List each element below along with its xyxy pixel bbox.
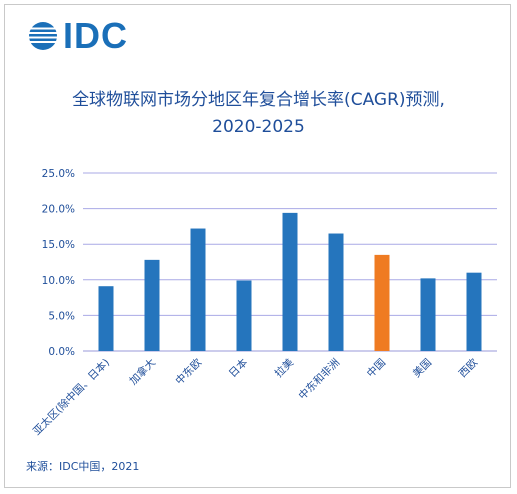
bar	[466, 272, 482, 351]
idc-logo: IDC	[28, 18, 128, 54]
globe-icon	[28, 22, 58, 50]
chart-subtitle: 2020-2025	[212, 117, 305, 137]
y-tick-label: 25.0%	[42, 168, 75, 180]
bar	[236, 280, 252, 351]
x-category-label: 中国	[364, 356, 388, 380]
chart-frame	[4, 4, 511, 488]
y-tick-label: 5.0%	[48, 310, 75, 322]
bar	[282, 212, 298, 351]
x-axis-category-labels: 亚太区(除中国、日本) 加拿大 中东欧 日本 拉美 中东和非洲 中国 美国 西欧	[30, 356, 480, 438]
x-category-label: 亚太区(除中国、日本)	[30, 356, 112, 438]
x-category-label: 中东和非洲	[296, 356, 342, 402]
y-tick-label: 20.0%	[42, 204, 75, 216]
x-category-label: 日本	[226, 356, 250, 380]
bar	[374, 254, 390, 351]
x-category-label: 拉美	[272, 356, 296, 380]
bar	[328, 233, 344, 351]
chart-title: 全球物联网市场分地区年复合增长率(CAGR)预测,	[72, 90, 445, 110]
y-tick-label: 15.0%	[42, 239, 75, 251]
y-tick-label: 10.0%	[42, 275, 75, 287]
y-axis-tick-labels: 0.0% 5.0% 10.0% 15.0% 20.0% 25.0%	[42, 168, 75, 358]
bar	[144, 259, 160, 351]
x-category-label: 加拿大	[127, 356, 159, 388]
x-category-label: 西欧	[457, 356, 481, 380]
bar	[420, 278, 436, 351]
bar	[98, 286, 114, 351]
y-tick-label: 0.0%	[48, 346, 75, 358]
x-category-label: 中东欧	[173, 356, 205, 388]
source-note: 来源：IDC中国，2021	[26, 460, 140, 473]
logo-text: IDC	[63, 15, 128, 56]
x-category-label: 美国	[410, 356, 434, 380]
bar	[190, 228, 206, 351]
bars	[98, 212, 482, 351]
